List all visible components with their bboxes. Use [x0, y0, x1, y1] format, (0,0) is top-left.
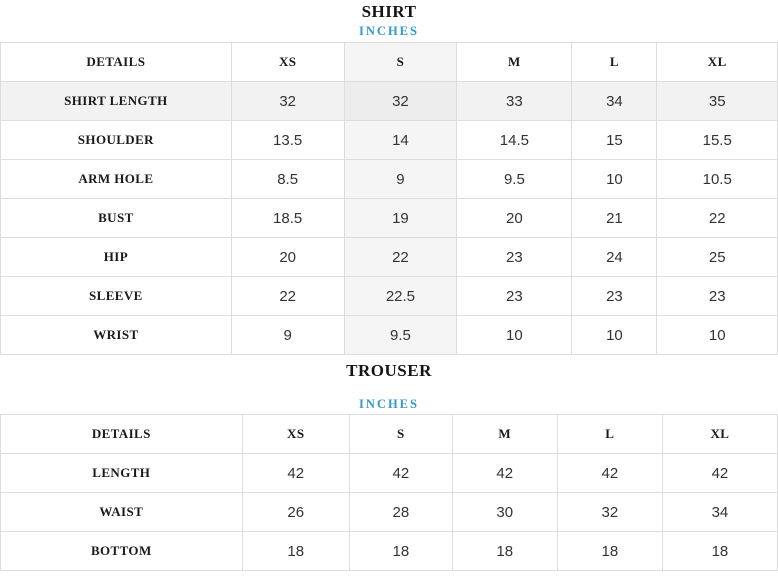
column-header-xs: XS: [230, 42, 345, 82]
measurement-value: 23: [456, 276, 573, 316]
measurement-value: 20: [456, 198, 573, 238]
measurement-value: 30: [451, 492, 558, 532]
measurement-value: 42: [241, 453, 350, 493]
column-header-m: M: [451, 414, 558, 454]
row-label: SHIRT LENGTH: [0, 81, 232, 121]
measurement-value: 42: [661, 453, 778, 493]
table-row: LENGTH 42 42 42 42 42: [0, 453, 778, 493]
row-label: BUST: [0, 198, 232, 238]
measurement-value: 22: [230, 276, 345, 316]
measurement-value: 32: [230, 81, 345, 121]
row-label: ARM HOLE: [0, 159, 232, 199]
row-label: WAIST: [0, 492, 243, 532]
table-row: SHOULDER 13.5 14 14.5 15 15.5: [0, 120, 778, 160]
trouser-section-title: TROUSER: [346, 361, 432, 380]
measurement-value: 34: [571, 81, 658, 121]
table-row: HIP 20 22 23 24 25: [0, 237, 778, 277]
row-label: BOTTOM: [0, 531, 243, 571]
measurement-value: 14: [343, 120, 458, 160]
measurement-value: 34: [661, 492, 778, 532]
measurement-value: 25: [656, 237, 778, 277]
column-header-xs: XS: [241, 414, 350, 454]
measurement-value: 23: [656, 276, 778, 316]
measurement-value: 10: [456, 315, 573, 355]
measurement-value: 19: [343, 198, 458, 238]
measurement-value: 10.5: [656, 159, 778, 199]
row-label: SLEEVE: [0, 276, 232, 316]
measurement-value: 18: [556, 531, 663, 571]
measurement-value: 42: [348, 453, 453, 493]
measurement-value: 22: [343, 237, 458, 277]
header-row: DETAILS XS S M L XL: [0, 414, 778, 454]
measurement-value: 9: [343, 159, 458, 199]
measurement-value: 24: [571, 237, 658, 277]
table-row: WRIST 9 9.5 10 10 10: [0, 315, 778, 355]
measurement-value: 35: [656, 81, 778, 121]
measurement-value: 22.5: [343, 276, 458, 316]
measurement-value: 9.5: [456, 159, 573, 199]
measurement-value: 23: [571, 276, 658, 316]
column-header-m: M: [456, 42, 573, 82]
measurement-value: 20: [230, 237, 345, 277]
measurement-value: 9: [230, 315, 345, 355]
table-row: SLEEVE 22 22.5 23 23 23: [0, 276, 778, 316]
column-header-xl: XL: [661, 414, 778, 454]
shirt-unit-label: INCHES: [359, 24, 419, 38]
column-header-details: DETAILS: [0, 42, 232, 82]
trouser-unit-label: INCHES: [359, 397, 419, 411]
measurement-value: 18: [348, 531, 453, 571]
measurement-value: 28: [348, 492, 453, 532]
measurement-value: 42: [556, 453, 663, 493]
measurement-value: 14.5: [456, 120, 573, 160]
measurement-value: 42: [451, 453, 558, 493]
measurement-value: 9.5: [343, 315, 458, 355]
measurement-value: 32: [556, 492, 663, 532]
table-row: BUST 18.5 19 20 21 22: [0, 198, 778, 238]
measurement-value: 22: [656, 198, 778, 238]
shirt-section-title: SHIRT: [361, 2, 417, 21]
table-row: WAIST 26 28 30 32 34: [0, 492, 778, 532]
measurement-value: 10: [571, 315, 658, 355]
measurement-value: 10: [656, 315, 778, 355]
column-header-details: DETAILS: [0, 414, 243, 454]
header-row: DETAILS XS S M L XL: [0, 42, 778, 82]
measurement-value: 18: [661, 531, 778, 571]
column-header-l: L: [571, 42, 658, 82]
measurement-value: 33: [456, 81, 573, 121]
table-row: BOTTOM 18 18 18 18 18: [0, 531, 778, 571]
measurement-value: 18.5: [230, 198, 345, 238]
measurement-value: 15.5: [656, 120, 778, 160]
column-header-xl: XL: [656, 42, 778, 82]
row-label: LENGTH: [0, 453, 243, 493]
measurement-value: 18: [241, 531, 350, 571]
trouser-size-table: DETAILS XS S M L XL LENGTH 42 42 42 42 42 WAIST 26 28 3…: [0, 414, 778, 571]
measurement-value: 18: [451, 531, 558, 571]
measurement-value: 13.5: [230, 120, 345, 160]
measurement-value: 32: [343, 81, 458, 121]
measurement-value: 23: [456, 237, 573, 277]
row-label: WRIST: [0, 315, 232, 355]
table-row: ARM HOLE 8.5 9 9.5 10 10.5: [0, 159, 778, 199]
column-header-s: S: [348, 414, 453, 454]
shirt-size-table: DETAILS XS S M L XL SHIRT LENGTH 32 32 33 34 35 SHOU…: [0, 42, 778, 355]
column-header-l: L: [556, 414, 663, 454]
column-header-s: S: [343, 42, 458, 82]
row-label: HIP: [0, 237, 232, 277]
row-label: SHOULDER: [0, 120, 232, 160]
measurement-value: 21: [571, 198, 658, 238]
measurement-value: 26: [241, 492, 350, 532]
measurement-value: 8.5: [230, 159, 345, 199]
measurement-value: 10: [571, 159, 658, 199]
measurement-value: 15: [571, 120, 658, 160]
table-row: SHIRT LENGTH 32 32 33 34 35: [0, 81, 778, 121]
